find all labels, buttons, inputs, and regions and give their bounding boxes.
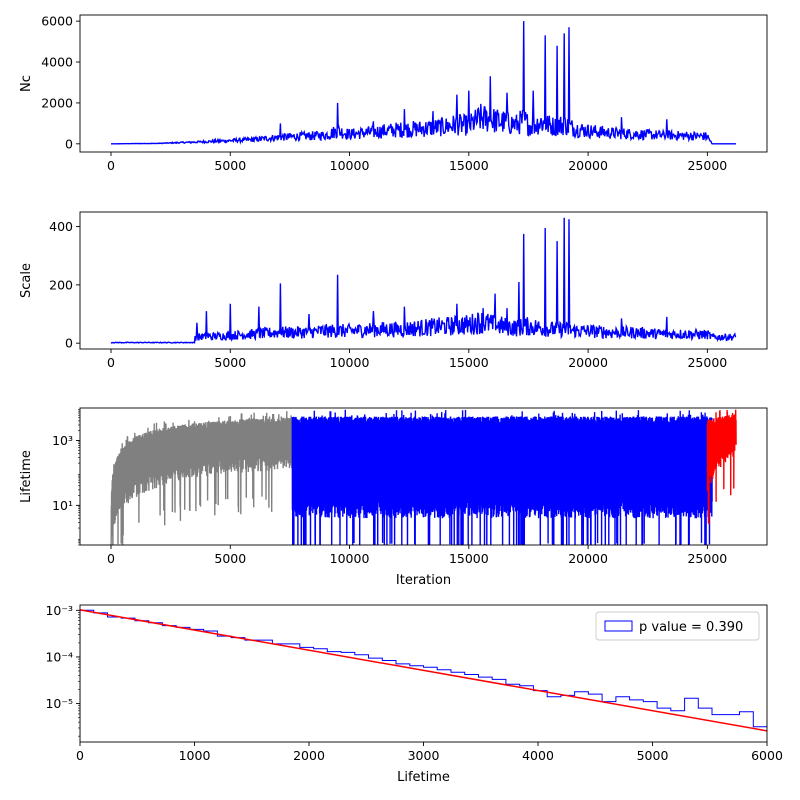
series-line-1 (110, 217, 737, 344)
x-tick-label: 20000 (568, 551, 608, 566)
x-tick-label: 6000 (751, 748, 783, 763)
axes-frame-1 (79, 14, 768, 153)
x-tick-label: 0 (76, 748, 84, 763)
x-tick-label: 0 (107, 158, 115, 173)
legend: p value = 0.390 (595, 611, 760, 641)
y-axis-label: Scale (19, 263, 34, 298)
x-tick-label: 25000 (687, 551, 727, 566)
series-line-2 (291, 409, 713, 545)
x-tick-label: 5000 (214, 158, 246, 173)
series-line-1 (110, 411, 293, 545)
y-tick-label: 10⁻⁵ (45, 696, 73, 711)
x-tick-label: 20000 (568, 355, 608, 370)
fit-line (80, 609, 767, 732)
subplot-2: 0 5000 10000 15000 20000 25000 0 200 400 Scale (19, 211, 768, 370)
y-tick-label: 10⁻³ (45, 603, 73, 618)
x-axis-label: Iteration (396, 573, 451, 588)
x-tick-label: 10000 (330, 355, 370, 370)
y-tick-label: 4000 (41, 55, 73, 70)
x-tick-label: 3000 (408, 748, 440, 763)
x-tick-label: 0 (107, 551, 115, 566)
axes-frame-2 (79, 211, 768, 350)
y-tick-label: 2000 (41, 95, 73, 110)
plot-area-1 (111, 21, 736, 145)
x-tick-label: 5000 (214, 355, 246, 370)
y-tick-label: 10¹ (52, 498, 73, 513)
y-tick-label: 400 (49, 219, 73, 234)
subplot-3: 0 5000 10000 15000 20000 25000 10¹ 10³ Lifetime I… (19, 407, 768, 588)
x-tick-label: 10000 (330, 158, 370, 173)
x-tick-label: 20000 (568, 158, 608, 173)
x-tick-label: 4000 (522, 748, 554, 763)
subplot-1: 0 5000 10000 15000 20000 25000 0 2000 4000 6000 Nc (19, 14, 768, 173)
legend-label: p value = 0.390 (639, 620, 743, 635)
x-tick-label: 5000 (637, 748, 669, 763)
x-tick-label: 15000 (449, 355, 489, 370)
legend-box (595, 611, 760, 641)
series-line-3 (706, 409, 737, 525)
histogram-steps (80, 609, 767, 742)
subplot-4: 0 1000 2000 3000 4000 5000 6000 10⁻⁵ 10⁻⁴ 10⁻³ Lif… (45, 603, 783, 785)
x-tick-label: 15000 (449, 551, 489, 566)
x-tick-label: 10000 (330, 551, 370, 566)
axes-frame-3 (79, 407, 768, 546)
y-tick-label: 10³ (52, 433, 73, 448)
y-tick-label: 0 (65, 136, 73, 151)
plot-area-2 (110, 217, 737, 344)
y-tick-label: 200 (49, 277, 73, 292)
x-tick-label: 0 (107, 355, 115, 370)
x-tick-label: 25000 (687, 158, 727, 173)
y-axis-label: Lifetime (19, 450, 34, 503)
x-tick-label: 1000 (179, 748, 211, 763)
x-tick-label: 2000 (293, 748, 325, 763)
y-tick-label: 0 (65, 336, 73, 351)
y-tick-label: 10⁻⁴ (45, 649, 73, 664)
legend-swatch (604, 620, 633, 632)
plot-area-3 (110, 409, 737, 545)
x-tick-label: 25000 (687, 355, 727, 370)
x-tick-label: 5000 (214, 551, 246, 566)
series-line-1 (111, 21, 736, 145)
x-tick-label: 15000 (449, 158, 489, 173)
x-axis-label: Lifetime (397, 770, 450, 785)
plot-area-4 (80, 609, 767, 742)
y-tick-label: 6000 (41, 14, 73, 29)
y-axis-label: Nc (19, 75, 34, 92)
